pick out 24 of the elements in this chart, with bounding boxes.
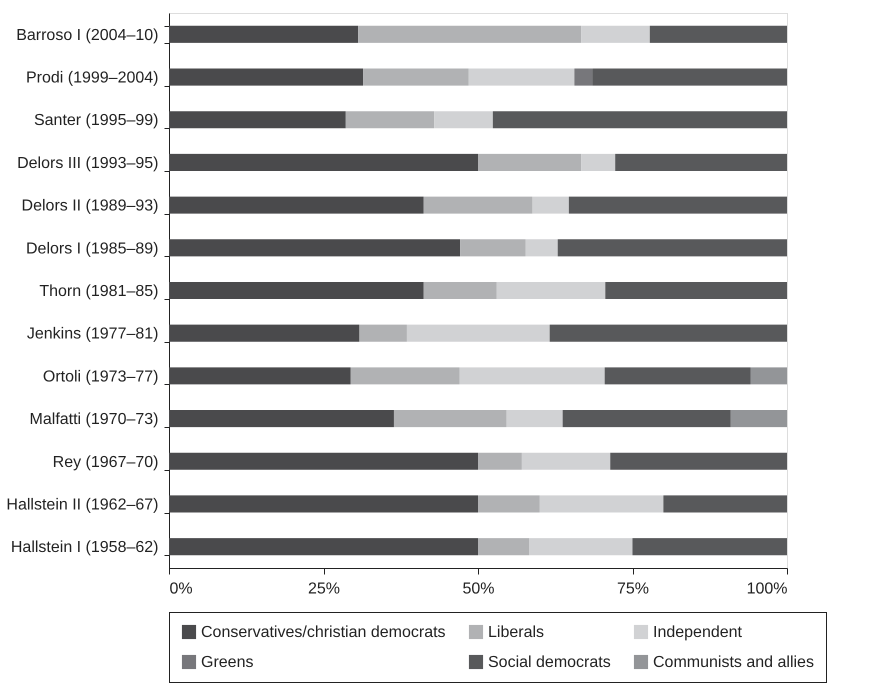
y-tick-label: Delors II (1989–93) [22,198,158,215]
y-tick-label: Ortoli (1973–77) [42,368,158,386]
y-tick-label: Delors III (1993–95) [17,154,158,172]
y-tick-label: Malfatti (1970–73) [30,411,158,428]
legend-label: Independent [653,624,743,641]
x-tick-label: 0% [170,580,193,598]
y-tick-label: Prodi (1999–2004) [26,70,158,87]
y-tick-label: Barroso I (2004–10) [16,26,158,44]
y-tick-label: Rey (1967–70) [52,454,158,471]
legend-label: Liberals [488,624,544,641]
x-tick-label: 50% [462,580,495,598]
y-tick-label: Jenkins (1977–81) [26,326,158,343]
x-tick-label: 25% [308,580,340,598]
y-tick-label: Hallstein I (1958–62) [10,539,158,556]
y-tick-label: Delors I (1985–89) [26,240,158,258]
x-tick-label: 75% [616,580,650,598]
y-tick-label: Santer (1995–99) [34,112,158,130]
x-tick-label: 100% [746,580,788,598]
y-tick-label: Thorn (1981–85) [39,283,158,300]
legend-label: Communists and allies [653,654,814,671]
legend-label: Conservatives/christian democrats [201,624,446,641]
legend-label: Greens [201,654,254,671]
y-tick-label: Hallstein II (1962–67) [6,496,158,514]
legend-label: Social democrats [488,654,611,671]
